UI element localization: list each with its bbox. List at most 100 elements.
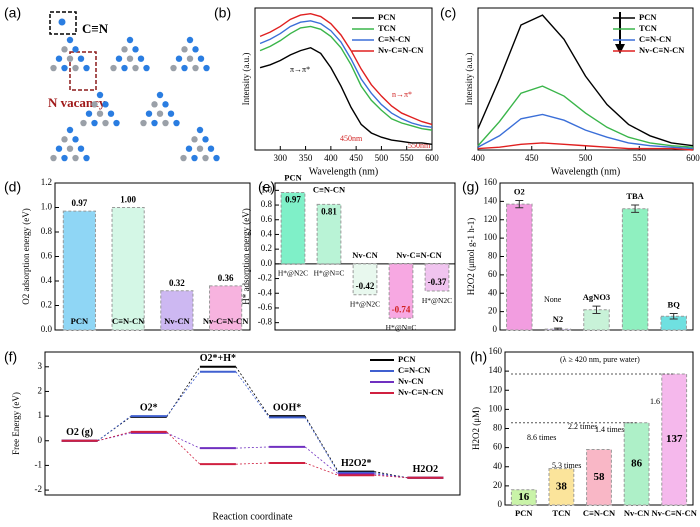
y-tick-label: 100 <box>484 232 498 242</box>
connector <box>235 446 270 449</box>
category-label: PCN <box>515 508 533 518</box>
series-line <box>259 20 433 128</box>
y-axis-label: Intensity (a.u.) <box>464 53 474 106</box>
bar <box>424 263 450 292</box>
y-tick-label: -0.8 <box>258 317 273 327</box>
bar <box>352 263 378 296</box>
atom <box>132 46 139 53</box>
category-label: O2 <box>514 186 525 196</box>
category-label: Nv-C≡N-CN <box>396 250 442 260</box>
vacancy-label: N vacancy <box>48 95 106 110</box>
y-tick-label: 0.6 <box>41 251 53 261</box>
atom <box>207 145 215 152</box>
state-label: H2O2* <box>341 458 372 469</box>
category-label: TBA <box>626 191 644 201</box>
atom <box>102 101 109 108</box>
category-label: N2 <box>553 314 563 324</box>
atom <box>192 46 199 53</box>
y-axis-label: Intensity (a.u.) <box>241 53 251 106</box>
plot-frame <box>44 351 461 496</box>
atom <box>132 64 139 72</box>
atom <box>156 91 164 99</box>
atom <box>162 119 169 127</box>
atom <box>121 64 128 72</box>
x-tick-label: 550 <box>633 153 647 163</box>
value-label: -0.74 <box>392 304 411 314</box>
plot-frame <box>477 7 694 151</box>
x-tick-label: 400 <box>471 153 485 163</box>
arrow-head <box>615 44 625 54</box>
atom <box>151 101 158 108</box>
atom <box>115 55 123 62</box>
y-tick-label: 160 <box>489 346 503 356</box>
vacancy-box <box>69 51 97 91</box>
connector <box>97 415 131 442</box>
bar <box>111 207 145 331</box>
x-tick-label: 550 <box>400 153 414 163</box>
connector <box>166 371 201 417</box>
y-tick-label: 0 <box>498 499 503 509</box>
annotation: n→π* <box>392 90 412 99</box>
bar <box>621 208 649 331</box>
legend-label: TCN <box>639 23 658 33</box>
error-bar <box>515 199 524 209</box>
y-tick-label: 2 <box>38 386 43 396</box>
value-label: -0.42 <box>356 281 375 291</box>
atom <box>61 154 68 162</box>
bar <box>661 373 688 506</box>
legend-label: Nv-C≡N-CN <box>378 45 424 55</box>
y-tick-label: 0.8 <box>261 199 273 209</box>
atom <box>121 46 128 53</box>
value-label: 58 <box>594 471 606 483</box>
annotation: (λ ≥ 420 nm, pure water) <box>560 355 640 364</box>
atom <box>186 55 194 62</box>
category-label: BQ <box>668 299 681 309</box>
atom <box>107 110 115 117</box>
value-label: 38 <box>556 480 568 492</box>
category-label: TCN <box>552 508 571 518</box>
y-tick-label: 40 <box>488 287 498 297</box>
atom <box>66 126 74 134</box>
atom <box>55 145 63 152</box>
atom <box>72 154 79 162</box>
annotation: 2.2 times <box>568 422 597 431</box>
y-tick-label: 140 <box>489 365 503 375</box>
atom <box>126 55 134 62</box>
atom <box>50 154 57 162</box>
value-label: -0.37 <box>428 277 447 287</box>
annotation: 550nm <box>408 141 431 150</box>
panel-label: (g) <box>462 179 479 195</box>
y-tick-label: -0.6 <box>258 302 273 312</box>
annotation: 450nm <box>340 134 363 143</box>
y-tick-label: -1 <box>35 459 43 469</box>
atom <box>72 64 79 72</box>
y-tick-label: 3 <box>38 361 43 371</box>
state-label: H2O2 <box>413 464 439 475</box>
connector <box>304 462 339 476</box>
y-tick-label: 100 <box>489 403 503 413</box>
cn-label: C≡N <box>82 21 109 36</box>
x-tick-label: 300 <box>274 153 288 163</box>
atom <box>61 46 68 53</box>
y-tick-label: 0.4 <box>261 229 273 239</box>
atom <box>167 110 175 117</box>
connector <box>304 415 339 472</box>
atom <box>185 145 193 152</box>
legend-label: PCN <box>398 354 416 364</box>
atom <box>197 55 205 62</box>
atom <box>58 18 66 26</box>
atom <box>213 154 220 162</box>
category-label: Nv-C≡N-CN <box>651 508 697 518</box>
y-tick-label: 0 <box>38 435 43 445</box>
atom <box>202 136 209 143</box>
series-line <box>259 12 433 126</box>
series-line <box>477 14 694 147</box>
category-label: Nv-CN <box>624 508 650 518</box>
y-tick-label: 20 <box>488 306 498 316</box>
category-label: C≡N-CN <box>583 508 616 518</box>
y-tick-label: 0.0 <box>261 258 273 268</box>
atom <box>126 36 134 44</box>
atom <box>102 119 109 127</box>
atom <box>113 119 120 127</box>
legend-label: PCN <box>378 12 396 22</box>
